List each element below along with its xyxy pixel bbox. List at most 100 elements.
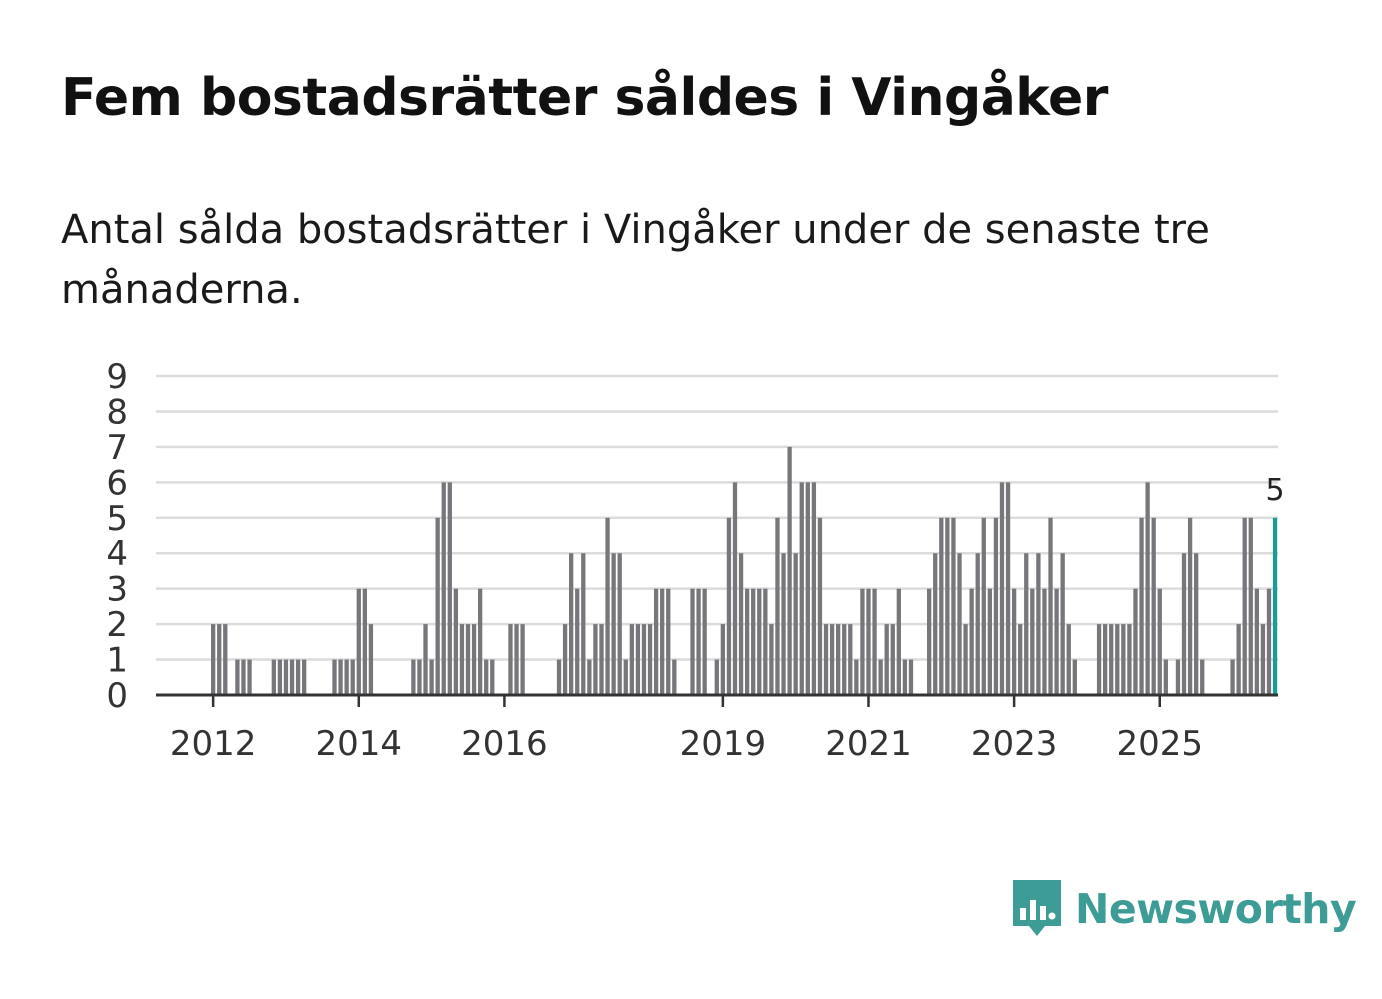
bar xyxy=(690,588,695,695)
bar xyxy=(666,588,671,695)
x-axis: 2012 2014 2016 2019 2021 2023 2025 xyxy=(156,693,1278,764)
y-tick-label: 8 xyxy=(106,392,128,432)
bar xyxy=(423,624,428,695)
bar xyxy=(1048,517,1053,695)
bar xyxy=(805,482,810,695)
bar xyxy=(453,588,459,695)
bar xyxy=(362,588,367,695)
bar xyxy=(344,659,349,695)
bar xyxy=(702,588,707,695)
bar xyxy=(593,624,598,695)
bar xyxy=(332,659,337,695)
bar xyxy=(787,446,792,695)
bar xyxy=(781,553,786,695)
bar xyxy=(1036,553,1041,695)
bar xyxy=(635,624,641,695)
bar xyxy=(562,624,568,695)
bar xyxy=(1127,624,1132,695)
highlight-value-label: 5 xyxy=(1265,473,1284,508)
bar xyxy=(641,624,647,695)
bar xyxy=(277,659,283,695)
bar xyxy=(842,624,847,695)
bar xyxy=(1187,517,1193,695)
bar xyxy=(1157,588,1162,695)
bar xyxy=(866,588,871,695)
bar xyxy=(987,588,992,695)
bar xyxy=(672,659,677,695)
bar xyxy=(356,588,361,695)
bar xyxy=(556,659,562,695)
x-tick-label: 2023 xyxy=(971,724,1058,764)
bar xyxy=(890,624,895,695)
bar xyxy=(338,659,343,695)
bar xyxy=(1121,624,1126,695)
bar xyxy=(945,517,950,695)
bar xyxy=(817,517,823,695)
bar xyxy=(836,624,841,695)
bar xyxy=(623,659,628,695)
bar xyxy=(793,553,798,695)
bar xyxy=(429,659,434,695)
bar xyxy=(939,517,944,695)
bar xyxy=(908,659,914,695)
bar xyxy=(993,517,999,695)
bar xyxy=(884,624,889,695)
bar xyxy=(975,553,980,695)
bar xyxy=(660,588,665,695)
grid-lines xyxy=(156,374,1278,661)
bar xyxy=(1181,553,1187,695)
bar xyxy=(769,624,774,695)
bar xyxy=(1005,482,1011,695)
bar xyxy=(441,482,446,695)
bar-series xyxy=(210,446,1278,695)
bar xyxy=(605,517,610,695)
y-tick-label: 5 xyxy=(106,499,128,539)
bar xyxy=(829,624,835,695)
bar xyxy=(217,624,222,695)
bar xyxy=(1194,553,1199,695)
bar xyxy=(981,517,986,695)
x-tick-label: 2012 xyxy=(170,724,257,764)
bar xyxy=(957,553,962,695)
bar xyxy=(350,659,355,695)
y-tick-label: 9 xyxy=(106,357,128,397)
bar xyxy=(447,482,452,695)
bar xyxy=(878,659,883,695)
bar xyxy=(599,624,604,695)
bar xyxy=(969,588,974,695)
x-tick-label: 2021 xyxy=(825,724,912,764)
y-tick-label: 2 xyxy=(106,605,128,645)
bar xyxy=(1236,624,1241,695)
bar xyxy=(629,624,634,695)
x-tick-label: 2025 xyxy=(1116,724,1203,764)
bar xyxy=(569,553,574,695)
bar xyxy=(726,517,732,695)
y-tick-label: 6 xyxy=(106,463,128,503)
bar xyxy=(933,553,938,695)
bar xyxy=(508,624,513,695)
bar xyxy=(1139,517,1144,695)
bar xyxy=(514,624,519,695)
bar xyxy=(1060,553,1065,695)
bar xyxy=(763,588,768,695)
bar xyxy=(1230,659,1235,695)
bar xyxy=(999,482,1005,695)
bar xyxy=(417,659,422,695)
bar xyxy=(1145,482,1150,695)
bar xyxy=(465,624,471,695)
bar xyxy=(368,624,374,695)
bar xyxy=(732,482,738,695)
x-tick-label: 2016 xyxy=(461,724,548,764)
bar xyxy=(459,624,465,695)
bar xyxy=(1102,624,1108,695)
bar xyxy=(696,588,701,695)
data-labels: 5 xyxy=(1265,473,1284,508)
bar xyxy=(581,553,586,695)
bar xyxy=(1266,588,1272,695)
bar xyxy=(1054,588,1059,695)
bar xyxy=(653,588,659,695)
bar xyxy=(289,659,295,695)
bar xyxy=(210,624,216,695)
